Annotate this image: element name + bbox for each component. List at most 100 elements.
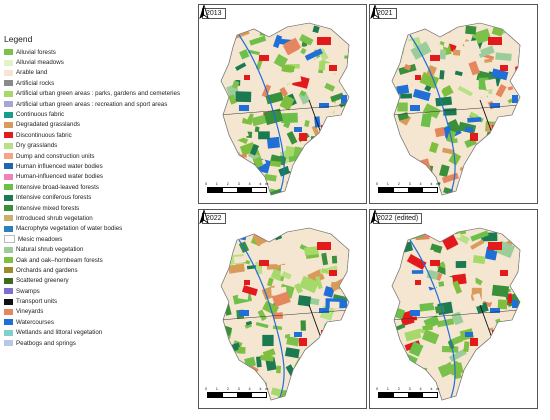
legend-item: Swamps xyxy=(4,286,196,296)
panel-title: 2022 (edited) xyxy=(373,213,423,224)
legend-item: Artificial rocks xyxy=(4,78,196,88)
legend-item: Discontinuous fabric xyxy=(4,130,196,140)
scalebar-label: 0 1 2 3 4 km xyxy=(205,387,273,391)
legend-swatch xyxy=(4,340,13,347)
map-panel-2022-edited: 2022 (edited) 0 1 2 3 4 km xyxy=(369,209,538,409)
legend-label: Artificial urban green areas : parks, ga… xyxy=(16,90,181,98)
legend-item: Oak and oak–hornbeam forests xyxy=(4,255,196,265)
legend-item: Natural shrub vegetation xyxy=(4,244,196,254)
legend-swatch xyxy=(4,153,13,160)
legend-swatch xyxy=(4,194,13,201)
legend-swatch xyxy=(4,257,13,263)
scalebar xyxy=(207,187,267,193)
legend-swatch xyxy=(4,267,13,274)
legend-label: Swamps xyxy=(16,287,40,295)
legend-label: Alluvial forests xyxy=(16,48,56,56)
legend-item: Dry grasslands xyxy=(4,141,196,151)
legend-item: Scattered greenery xyxy=(4,276,196,286)
legend-label: Natural shrub vegetation xyxy=(16,246,84,254)
legend-swatch xyxy=(4,277,13,284)
legend-swatch xyxy=(4,184,13,191)
scalebar xyxy=(378,392,438,398)
legend-swatch xyxy=(4,225,13,232)
legend-label: Introduced shrub vegetation xyxy=(16,214,93,222)
scalebar xyxy=(207,392,267,398)
legend-item: Artificial urban green areas : recreatio… xyxy=(4,99,196,109)
legend-item: Orchards and gardens xyxy=(4,265,196,275)
legend-label: Watercourses xyxy=(16,318,54,326)
legend-swatch xyxy=(4,163,13,170)
legend-label: Dry grasslands xyxy=(16,142,58,150)
legend-swatch xyxy=(4,319,13,326)
legend-swatch xyxy=(4,142,13,149)
legend-item: Alluvial meadows xyxy=(4,57,196,67)
legend-label: Macrophyte vegetation of water bodies xyxy=(16,225,123,233)
scalebar-label: 0 1 2 3 4 km xyxy=(205,182,273,186)
legend-label: Intensive mixed forests xyxy=(16,204,80,212)
legend-label: Intensive coniferous forests xyxy=(16,194,92,202)
legend-item: Intensive coniferous forests xyxy=(4,192,196,202)
legend-item: Mesic meadows xyxy=(4,234,196,244)
legend-label: Human influenced water bodies xyxy=(16,162,103,170)
legend-item: Watercourses xyxy=(4,317,196,327)
legend-swatch xyxy=(4,111,13,118)
legend-label: Wetlands and littoral vegetation xyxy=(16,329,103,337)
scalebar-label: 0 1 2 3 4 km xyxy=(376,387,444,391)
legend-swatch xyxy=(4,59,13,66)
legend-item: Arable land xyxy=(4,68,196,78)
legend-label: Scattered greenery xyxy=(16,277,69,285)
scalebar-label: 0 1 2 3 4 km xyxy=(376,182,444,186)
legend-item: Continuous fabric xyxy=(4,109,196,119)
legend-label: Transport units xyxy=(16,298,58,306)
legend-item: Human influenced water bodies xyxy=(4,161,196,171)
legend-swatch xyxy=(4,329,13,336)
legend-swatch xyxy=(4,49,13,56)
legend-swatch xyxy=(4,288,13,295)
legend-item: Intensive mixed forests xyxy=(4,203,196,213)
map-2022 xyxy=(220,227,350,401)
legend-item: Human-influenced water bodies xyxy=(4,172,196,182)
legend-swatch xyxy=(4,298,13,305)
map-2021 xyxy=(391,22,521,196)
legend-label: Intensive broad-leaved forests xyxy=(16,183,99,191)
legend-swatch xyxy=(4,215,13,222)
legend-label: Discontinuous fabric xyxy=(16,131,72,139)
legend-swatch xyxy=(4,308,13,315)
legend-item: Introduced shrub vegetation xyxy=(4,213,196,223)
legend-item: Wetlands and littoral vegetation xyxy=(4,328,196,338)
map-panel-2013: 2013 0 1 2 3 4 km xyxy=(198,4,367,204)
legend-swatch xyxy=(4,132,13,139)
map-panel-2022: 2022 0 1 2 3 4 km xyxy=(198,209,367,409)
legend-label: Dump and construction units xyxy=(16,152,95,160)
legend-label: Continuous fabric xyxy=(16,111,65,119)
legend-swatch xyxy=(4,121,13,128)
north-arrow-icon xyxy=(370,5,380,19)
legend-swatch xyxy=(4,90,13,97)
legend-item: Vineyards xyxy=(4,307,196,317)
legend-swatch xyxy=(4,69,13,76)
legend-label: Peatbogs and springs xyxy=(16,339,76,347)
legend-label: Orchards and gardens xyxy=(16,266,78,274)
legend: Legend Alluvial forests Alluvial meadows A… xyxy=(4,34,196,348)
legend-label: Arable land xyxy=(16,69,48,77)
map-2022-edited xyxy=(391,227,521,401)
legend-item: Intensive broad-leaved forests xyxy=(4,182,196,192)
legend-swatch xyxy=(4,246,13,253)
legend-item: Dump and construction units xyxy=(4,151,196,161)
legend-items: Alluvial forests Alluvial meadows Arable l… xyxy=(4,47,196,348)
legend-item: Degradated grasslands xyxy=(4,120,196,130)
north-arrow-icon xyxy=(370,210,380,224)
legend-item: Artificial urban green areas : parks, ga… xyxy=(4,89,196,99)
legend-label: Alluvial meadows xyxy=(16,59,64,67)
legend-item: Alluvial forests xyxy=(4,47,196,57)
legend-item: Peatbogs and springs xyxy=(4,338,196,348)
north-arrow-icon xyxy=(199,5,209,19)
legend-label: Degradated grasslands xyxy=(16,121,80,129)
legend-label: Artificial rocks xyxy=(16,79,55,87)
legend-swatch xyxy=(4,205,13,212)
map-panel-2021: 2021 0 1 2 3 4 km xyxy=(369,4,538,204)
map-2013 xyxy=(220,22,350,196)
legend-label: Mesic meadows xyxy=(18,235,63,243)
north-arrow-icon xyxy=(199,210,209,224)
legend-label: Artificial urban green areas : recreatio… xyxy=(16,100,168,108)
